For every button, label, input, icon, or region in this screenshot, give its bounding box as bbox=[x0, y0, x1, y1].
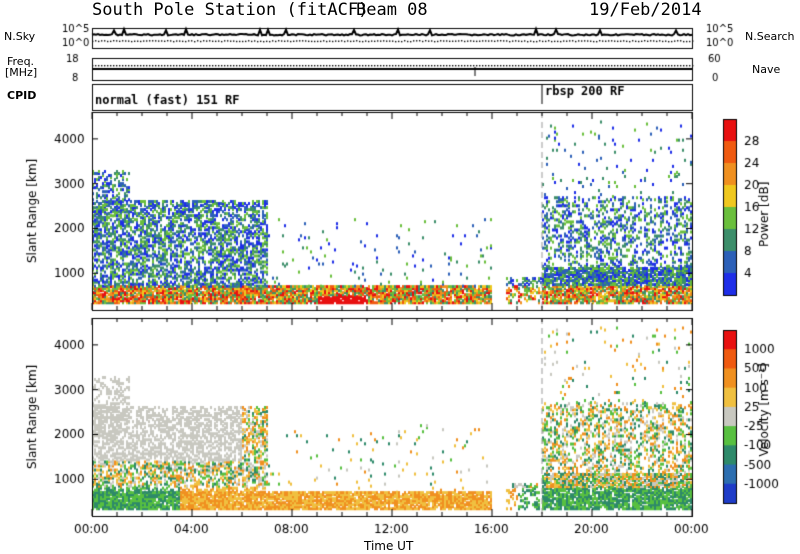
cpid-label: CPID bbox=[7, 89, 37, 102]
station-title: South Pole Station (fitACF) bbox=[92, 0, 369, 20]
x-axis-title: Time UT bbox=[364, 539, 414, 553]
nave-label: Nave bbox=[752, 63, 781, 76]
beam-title: Beam 08 bbox=[356, 0, 428, 20]
nsky-label: N.Sky bbox=[4, 30, 36, 43]
freq-label-2: [MHz] bbox=[5, 66, 38, 79]
date-title: 19/Feb/2014 bbox=[589, 0, 702, 20]
freq-label-1: Freq. bbox=[7, 55, 35, 68]
nsearch-label: N.Search bbox=[745, 30, 795, 43]
